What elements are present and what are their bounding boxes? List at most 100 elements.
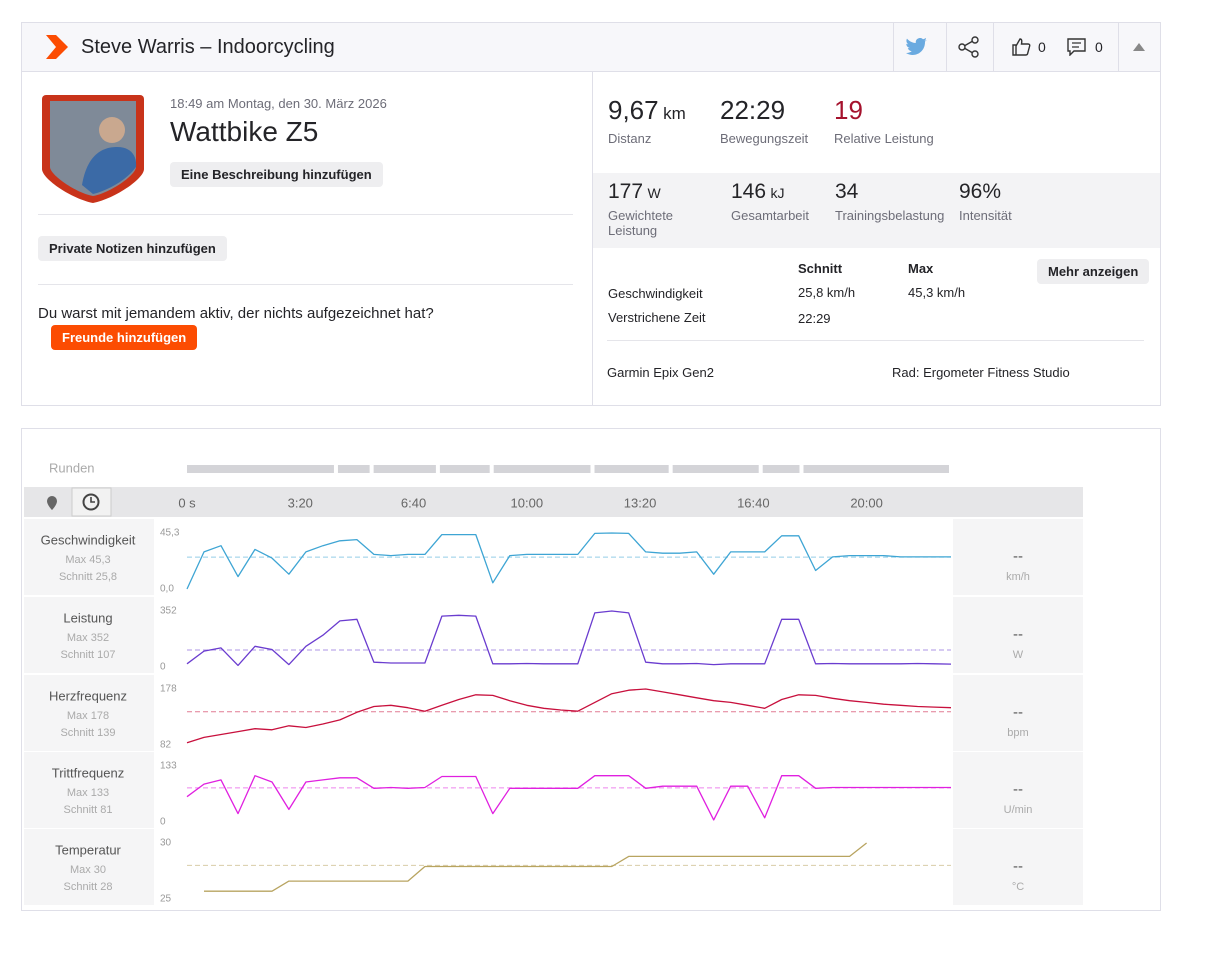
stream-unit: km/h [1006,571,1030,583]
streams-chart: Runden 0 s 3:20 6:40 10:00 13:20 16:40 20:00 Ges… [24,460,1083,905]
row-label-bg [24,597,154,673]
private-notes-button[interactable]: Private Notizen hinzufügen [38,236,227,261]
row-label-bg [24,675,154,751]
time-icon-hands [90,497,95,503]
header-title: Steve Warris – Indoorcycling [81,36,335,58]
activity-date: 18:49 am Montag, den 30. März 2026 [170,96,387,111]
row-label-bg [24,519,154,595]
stream-max: Max 133 [67,787,109,799]
row-value-bg [953,752,1083,828]
share-button[interactable] [958,36,980,58]
x-tick-label: 13:20 [624,495,657,510]
activity-card [21,22,1161,406]
stat-unit: W [647,185,661,201]
add-friends-button[interactable]: Freunde hinzufügen [51,325,198,350]
lap-bar [373,465,436,473]
axis-bar [24,487,1083,517]
collapse-button[interactable] [1133,43,1145,51]
row-value-bg [953,519,1083,595]
stream-avg: Schnitt 28 [64,881,113,893]
stream-current: -- [1013,781,1023,798]
stat-unit: kJ [770,185,785,201]
time-icon [82,493,100,511]
lap-bar [337,465,370,473]
stream-max: Max 30 [70,864,106,876]
stat: 146 kJ [731,180,785,204]
x-tick-label: 6:40 [401,495,426,510]
map-icon [47,496,57,510]
kudos-button[interactable] [1011,37,1031,57]
stream-line [186,688,952,744]
stat-value: 34 [835,180,859,203]
stream-name: Leistung [63,610,112,625]
stream-avg: Schnitt 81 [64,804,113,816]
table-cell: 45,3 km/h [908,285,966,300]
stream-name: Temperatur [55,842,121,857]
lap-bar [762,465,800,473]
stream-unit: U/min [1004,804,1033,816]
x-tick-label: 0 s [178,495,196,510]
x-tick-label: 16:40 [737,495,770,510]
x-tick-label: 10:00 [511,495,544,510]
table-header: Schnitt [798,261,843,276]
row-value-bg [953,597,1083,673]
y-tick-label: 0,0 [160,584,174,595]
lap-bar [803,465,949,473]
y-tick-label: 352 [160,606,177,617]
y-tick-label: 45,3 [160,528,180,539]
separator [893,23,894,71]
time-tab[interactable] [71,487,112,517]
table-cell: 25,8 km/h [798,285,856,300]
stream-line [204,842,868,892]
x-tick-label: 3:20 [288,495,313,510]
more-button[interactable]: Mehr anzeigen [1037,259,1150,284]
separator [993,23,994,71]
stat: 9,67 km [608,95,686,126]
stream-avg: Schnitt 25,8 [59,571,117,583]
device: Garmin Epix Gen2 [607,365,714,380]
stream-line [186,610,952,667]
lap-bar [187,465,334,473]
stream-current: -- [1013,858,1023,875]
stream-unit: °C [1012,881,1024,893]
row-value-bg [953,829,1083,905]
row-label-bg [24,752,154,828]
friends-prompt: Du warst mit jemandem aktiv, der nichts … [38,305,434,322]
stat-value: 9,67 [608,95,659,125]
stream-name: Herzfrequenz [49,688,127,703]
table-cell: Verstrichene Zeit [608,310,706,325]
y-tick-label: 0 [160,662,166,673]
stream-unit: W [1013,649,1024,661]
y-tick-label: 0 [160,817,166,828]
twitter-button[interactable] [906,38,928,56]
stream-current: -- [1013,626,1023,643]
table-cell: 22:29 [798,311,831,326]
comment-button[interactable] [1067,38,1087,56]
stream-name: Trittfrequenz [52,765,125,780]
stat-label: Intensität [959,208,1012,223]
divider [38,284,573,285]
stream-max: Max 45,3 [65,554,110,566]
stat-label: Bewegungszeit [720,131,809,146]
table-cell: Geschwindigkeit [608,286,703,301]
kudos-count: 0 [1038,39,1046,55]
separator [1118,23,1119,71]
stat-label: Trainingsbelastung [835,208,945,223]
y-tick-label: 82 [160,740,172,751]
sport-icon [46,35,68,59]
stream-max: Max 352 [67,632,109,644]
stat-label: Relative Leistung [834,131,934,146]
divider [607,340,1144,341]
add-description-button[interactable]: Eine Beschreibung hinzufügen [170,162,383,187]
x-tick-label: 20:00 [850,495,883,510]
stream-name: Geschwindigkeit [41,532,136,547]
stream-avg: Schnitt 139 [60,727,115,739]
stream-avg: Schnitt 107 [60,649,115,661]
stat: 96% [959,180,1001,204]
separator [592,72,593,405]
y-tick-label: 30 [160,838,172,849]
stat-value: 146 [731,180,767,203]
row-label-bg [24,829,154,905]
divider [38,214,573,215]
